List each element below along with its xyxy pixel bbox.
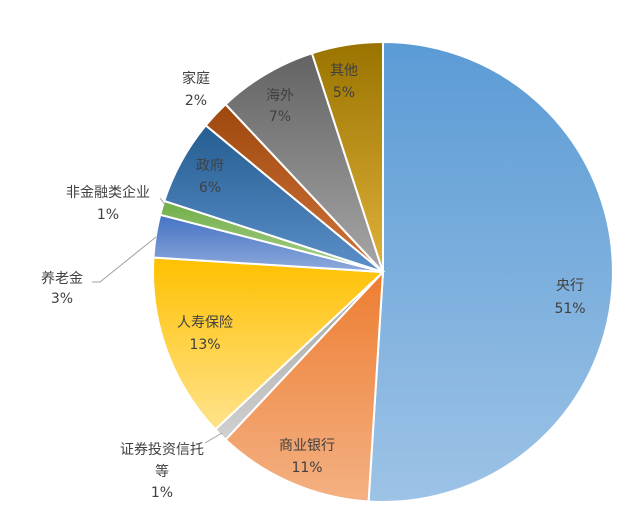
label-overseas-name: 海外 xyxy=(266,88,294,104)
label-households-name: 家庭 xyxy=(182,70,210,87)
label-non-financial-pct: 1% xyxy=(97,207,119,223)
label-securities-name-line2: 等 xyxy=(155,463,169,480)
label-government-pct: 6% xyxy=(199,180,221,196)
label-pension-pct: 3% xyxy=(51,291,73,307)
pie-slice-commercial-banks xyxy=(224,269,385,503)
label-overseas-pct: 7% xyxy=(269,109,291,125)
leader-line-securities xyxy=(204,432,223,444)
label-central-bank-name: 央行 xyxy=(556,278,584,294)
label-life-insurance-pct: 13% xyxy=(189,337,220,353)
label-other-pct: 5% xyxy=(333,85,355,101)
pie-slice-central-bank xyxy=(367,40,614,503)
pie-slice-other xyxy=(310,40,384,273)
label-securities-pct: 1% xyxy=(151,485,173,501)
label-government-name: 政府 xyxy=(196,158,224,174)
pie-slice-life-insurance xyxy=(152,256,386,431)
label-central-bank-pct: 51% xyxy=(554,301,585,317)
label-commercial-banks-pct: 11% xyxy=(291,460,322,476)
label-life-insurance-name: 人寿保险 xyxy=(177,314,233,331)
label-commercial-banks-name: 商业银行 xyxy=(279,438,335,454)
label-securities-name-line1: 证券投资信托 xyxy=(120,442,204,458)
leader-line-non-financial xyxy=(159,197,167,207)
label-households-pct: 2% xyxy=(185,93,207,109)
label-non-financial-name: 非金融类企业 xyxy=(66,184,150,201)
label-other-name: 其他 xyxy=(330,63,358,79)
leader-line-pension xyxy=(92,236,157,283)
pie-slice-overseas xyxy=(224,51,384,273)
label-pension-name: 养老金 xyxy=(41,271,83,287)
